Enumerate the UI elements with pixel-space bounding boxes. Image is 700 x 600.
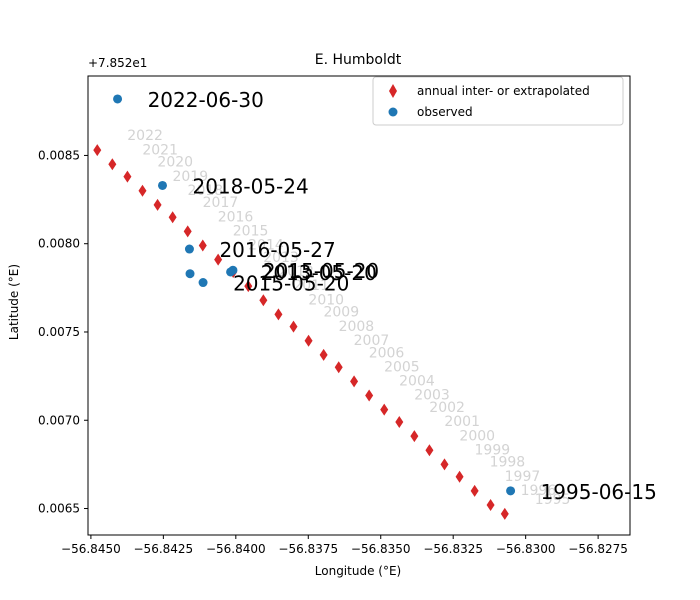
interpolated-point — [470, 484, 479, 497]
interpolated-point — [410, 430, 419, 443]
interpolated-point — [395, 416, 404, 429]
interpolated-point — [93, 144, 102, 157]
x-tick-label: −56.8375 — [278, 542, 338, 556]
y-tick-label: 0.0065 — [38, 502, 80, 516]
interpolated-point — [259, 294, 268, 307]
legend-circle-marker — [388, 107, 398, 117]
observed-date-label: 2013-05-20 — [261, 261, 377, 285]
observed-date-label: 2018-05-24 — [192, 174, 308, 198]
year-label: 2019 — [172, 169, 208, 185]
year-label: 2021 — [142, 142, 178, 158]
year-label: 2001 — [444, 414, 480, 430]
year-label: 2009 — [323, 305, 359, 321]
year-label: 1999 — [475, 442, 511, 458]
year-label: 2010 — [308, 292, 344, 308]
observed-point — [198, 278, 208, 288]
observed-date-label: 2022-06-30 — [148, 88, 264, 112]
year-label: 2007 — [354, 333, 390, 349]
year-label: 2022 — [127, 128, 163, 144]
year-label: 2003 — [414, 388, 450, 404]
x-tick-label: −56.8325 — [423, 542, 483, 556]
x-tick-label: −56.8450 — [61, 542, 121, 556]
x-tick-label: −56.8300 — [496, 542, 556, 556]
interpolated-point — [440, 458, 449, 471]
legend: annual inter- or extrapolated observed — [372, 76, 624, 126]
interpolated-point — [123, 170, 132, 183]
observed-point — [113, 94, 123, 104]
interpolated-point — [289, 320, 298, 333]
y-tick-label: 0.0075 — [38, 325, 80, 339]
year-label: 2014 — [248, 238, 284, 254]
observed-date-label: 2015-05-20 — [233, 272, 349, 296]
y-axis-label: Latitude (°E) — [7, 264, 21, 340]
interpolated-point — [350, 375, 359, 388]
year-label: 2005 — [384, 359, 420, 375]
interpolated-point — [244, 280, 253, 293]
interpolated-point — [138, 184, 147, 197]
interpolated-point — [183, 225, 192, 238]
y-tick-label: 0.0080 — [38, 237, 80, 251]
year-label: 2013 — [263, 250, 299, 266]
interpolated-point — [500, 507, 509, 520]
interpolated-point — [214, 253, 223, 266]
year-label: 1995 — [535, 492, 571, 508]
interpolated-point — [380, 403, 389, 416]
year-label: 2016 — [218, 209, 254, 225]
plot-frame — [87, 75, 631, 536]
interpolated-point — [486, 498, 495, 511]
year-label: 2002 — [429, 400, 465, 416]
x-tick-label: −56.8275 — [568, 542, 628, 556]
interpolated-point — [304, 334, 313, 347]
year-label: 1998 — [490, 455, 526, 471]
observed-date-label: 2015-05-20 — [263, 259, 379, 283]
observed-point — [185, 269, 195, 279]
legend-box — [372, 76, 624, 126]
year-label: 2017 — [203, 195, 239, 211]
x-tick-label: −56.8425 — [134, 542, 194, 556]
interpolated-point — [153, 198, 162, 211]
x-axis-label: Longitude (°E) — [315, 564, 401, 578]
x-tick-label: −56.8350 — [351, 542, 411, 556]
year-label: 2020 — [157, 155, 193, 171]
observed-date-label: 1995-06-15 — [541, 480, 657, 504]
observed-point — [506, 486, 516, 496]
year-label: 2015 — [233, 223, 269, 239]
year-label: 2000 — [459, 428, 495, 444]
interpolated-point — [274, 308, 283, 321]
year-label: 1997 — [505, 469, 541, 485]
y-tick-label: 0.0085 — [38, 148, 80, 162]
interpolated-point — [168, 211, 177, 224]
year-label: 2011 — [293, 278, 329, 294]
y-offset-label: +7.852e1 — [88, 56, 147, 70]
year-annotations-layer: 1995199619971998199920002001200220032004… — [127, 128, 570, 508]
interpolated-point — [455, 470, 464, 483]
x-axis: −56.8450 −56.8425 −56.8400 −56.8375 −56.8350… — [61, 535, 628, 556]
observed-point — [157, 180, 167, 190]
year-label: 2006 — [369, 345, 405, 361]
observed-date-label: 2016-05-27 — [219, 238, 335, 262]
chart-title: E. Humboldt — [315, 52, 402, 68]
interpolated-point — [108, 158, 117, 171]
year-label: 2004 — [399, 374, 435, 390]
observed-point — [184, 244, 194, 254]
legend-diamond-marker — [389, 84, 397, 98]
observed-point — [228, 265, 238, 275]
interpolated-point — [365, 389, 374, 402]
y-tick-label: 0.0070 — [38, 413, 80, 427]
year-label: 1996 — [521, 483, 557, 499]
interpolated-point — [334, 361, 343, 374]
x-tick-label: −56.8400 — [206, 542, 266, 556]
legend-label-interpolated: annual inter- or extrapolated — [417, 84, 590, 98]
interpolated-point — [319, 348, 328, 361]
interpolated-point — [198, 239, 207, 252]
legend-label-observed: observed — [417, 105, 473, 119]
data-marks-layer — [93, 94, 516, 520]
year-label: 2018 — [188, 183, 224, 199]
interpolated-point — [425, 444, 434, 457]
year-label: 2012 — [278, 264, 314, 280]
date-annotations-layer: 1995-06-15 2013-05-202015-05-202015-05-20… — [148, 88, 657, 504]
y-axis: 0.0065 0.0070 0.0075 0.0080 0.0085 — [38, 148, 88, 516]
year-label: 2008 — [339, 319, 375, 335]
